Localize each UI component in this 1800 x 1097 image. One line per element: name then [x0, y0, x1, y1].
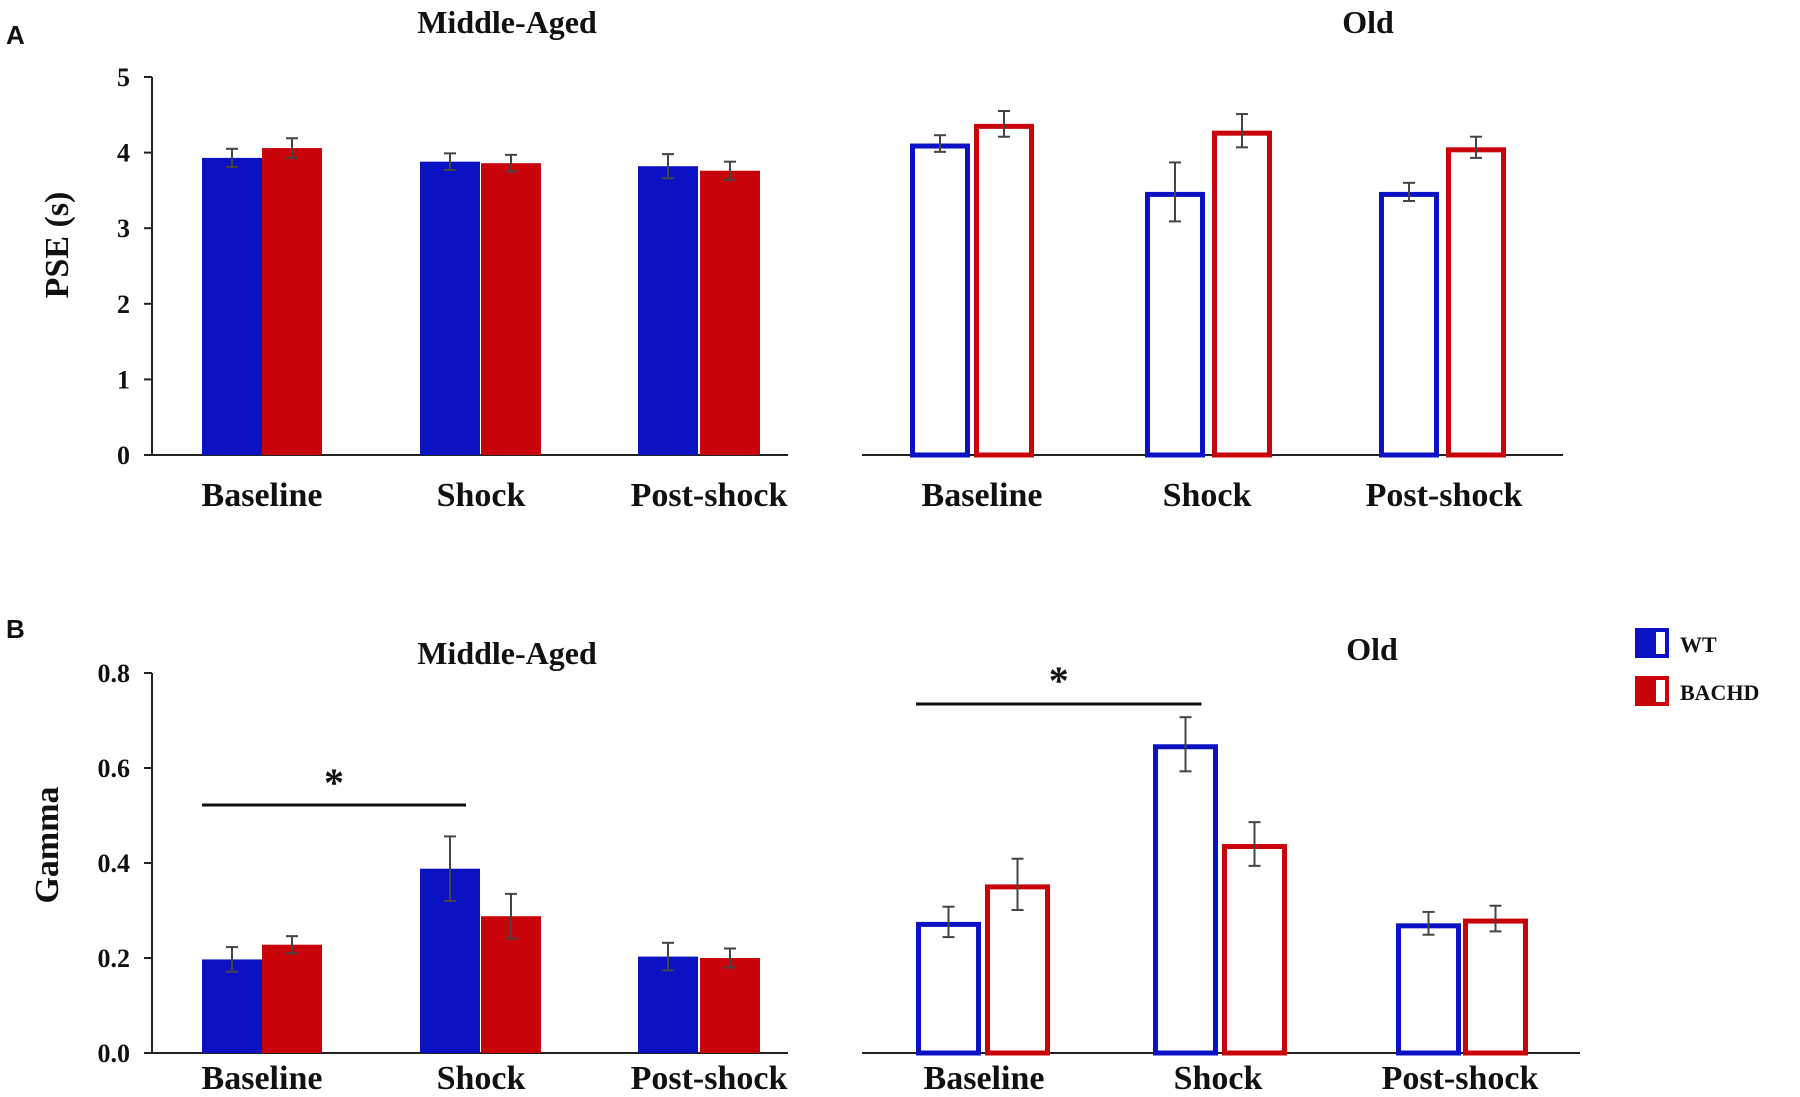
y-tick-label: 0 — [117, 441, 130, 470]
x-category-label-baseline: Baseline — [922, 477, 1043, 514]
bar-wt-post-shock — [1379, 191, 1439, 458]
panel-letter-b: B — [6, 614, 25, 644]
y-tick-label: 5 — [117, 63, 130, 92]
x-category-label-post-shock: Post-shock — [1366, 477, 1523, 514]
legend-label-wt: WT — [1680, 632, 1717, 657]
x-category-label-post-shock: Post-shock — [1382, 1060, 1539, 1097]
bar-wt-baseline — [916, 921, 981, 1056]
y-axis-label-a: PSE (s) — [39, 192, 76, 299]
chart-b-middle: 0.0 0.2 0.4 0.6 0.8 Baseline Shock Post-shock * — [98, 659, 788, 1097]
x-category-label-post-shock: Post-shock — [631, 477, 788, 514]
y-tick-label: 0.8 — [98, 659, 131, 688]
y-tick-label: 3 — [117, 214, 130, 243]
x-category-label-shock: Shock — [437, 477, 526, 514]
legend-item-wt: WT — [1635, 628, 1717, 658]
chart-title-a-old: Old — [1342, 4, 1394, 40]
significance-star: * — [324, 760, 344, 805]
legend-swatch-bachd-filled — [1635, 676, 1652, 706]
legend: WT BACHD — [1635, 628, 1759, 706]
x-category-label-baseline: Baseline — [202, 477, 323, 514]
bar-bachd-baseline — [262, 944, 322, 1053]
y-tick-label: 0.0 — [98, 1039, 131, 1068]
x-category-label-shock: Shock — [437, 1060, 526, 1097]
x-category-label-shock: Shock — [1174, 1060, 1263, 1097]
legend-swatch-wt-outline — [1652, 628, 1669, 658]
bar-bachd-post-shock — [1463, 918, 1528, 1056]
bar-bachd-baseline — [985, 884, 1050, 1056]
chart-title-a-middle: Middle-Aged — [417, 4, 597, 40]
y-tick-label: 4 — [117, 139, 130, 168]
bar-wt-shock — [420, 161, 480, 455]
x-category-label-shock: Shock — [1163, 477, 1252, 514]
chart-title-b-old: Old — [1346, 631, 1398, 667]
bar-bachd-post-shock — [700, 958, 760, 1053]
bar-bachd-baseline — [974, 123, 1034, 458]
bar-bachd-shock — [1222, 844, 1287, 1056]
bar-wt-baseline — [910, 143, 970, 458]
panel-letter-a: A — [6, 20, 25, 50]
bar-bachd-post-shock — [1446, 147, 1506, 458]
bar-wt-baseline — [202, 959, 262, 1053]
y-axis-label-b: Gamma — [29, 786, 66, 903]
bar-bachd-post-shock — [700, 170, 760, 455]
bar-wt-post-shock — [1396, 923, 1461, 1056]
bar-bachd-baseline — [262, 148, 322, 455]
y-tick-label: 0.2 — [98, 944, 131, 973]
y-tick-label: 1 — [117, 365, 130, 394]
bar-bachd-shock — [481, 163, 541, 455]
significance-star: * — [1049, 658, 1069, 703]
chart-title-b-middle: Middle-Aged — [417, 635, 597, 671]
legend-swatch-wt-filled — [1635, 628, 1652, 658]
bar-wt-post-shock — [638, 956, 698, 1053]
chart-a-old: Baseline Shock Post-shock — [862, 110, 1563, 514]
x-category-label-baseline: Baseline — [202, 1060, 323, 1097]
bar-bachd-shock — [1212, 130, 1272, 458]
legend-label-bachd: BACHD — [1680, 680, 1759, 705]
chart-b-old: Baseline Shock Post-shock * — [862, 658, 1580, 1097]
y-tick-label: 0.6 — [98, 754, 131, 783]
chart-a-middle: 0 1 2 3 4 5 Baseline Shock Post-shock — [117, 63, 788, 514]
bar-wt-post-shock — [638, 166, 698, 455]
x-category-label-post-shock: Post-shock — [631, 1060, 788, 1097]
bar-wt-shock — [1145, 191, 1205, 458]
charts: 0 1 2 3 4 5 Baseline Shock Post-shock Baseline Sho… — [98, 63, 1580, 1097]
y-tick-label: 2 — [117, 290, 130, 319]
legend-item-bachd: BACHD — [1635, 676, 1759, 706]
bar-wt-baseline — [202, 157, 262, 455]
legend-swatch-bachd-outline — [1652, 676, 1669, 706]
y-tick-label: 0.4 — [98, 849, 131, 878]
bar-wt-shock — [1153, 744, 1218, 1056]
x-category-label-baseline: Baseline — [924, 1060, 1045, 1097]
